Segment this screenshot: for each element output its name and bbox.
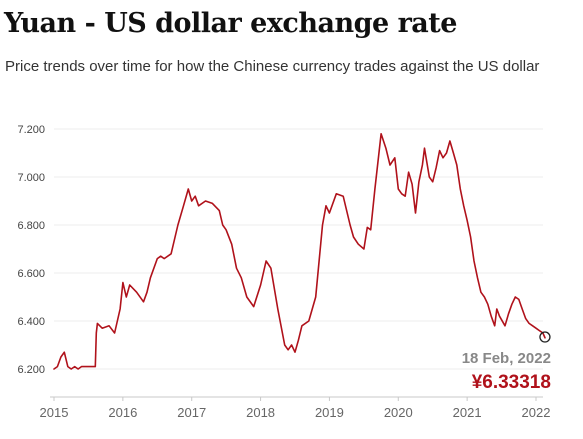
y-tick-label: 6.400 [17, 316, 45, 328]
page-subtitle: Price trends over time for how the Chine… [5, 58, 540, 75]
x-tick-label: 2019 [315, 405, 344, 420]
x-tick-label: 2018 [246, 405, 275, 420]
y-tick-label: 7.200 [17, 124, 45, 136]
y-tick-label: 6.600 [17, 268, 45, 280]
x-axis-ticks: 2015 2016 2017 2018 2019 2020 2021 2022 [40, 397, 551, 420]
page-title: Yuan - US dollar exchange rate [4, 8, 457, 39]
y-axis-ticks: 6.200 6.400 6.600 6.800 7.000 7.200 [17, 124, 45, 376]
y-tick-label: 6.200 [17, 364, 45, 376]
x-tick-label: 2022 [522, 405, 551, 420]
annotation-value: ¥6.33318 [472, 372, 551, 393]
y-tick-label: 7.000 [17, 172, 45, 184]
x-tick-label: 2015 [40, 405, 69, 420]
gridlines [54, 128, 543, 370]
annotation-date: 18 Feb, 2022 [462, 350, 551, 367]
x-tick-label: 2016 [108, 405, 137, 420]
latest-value-marker [539, 331, 551, 343]
y-tick-label: 6.800 [17, 220, 45, 232]
x-tick-label: 2020 [384, 405, 413, 420]
x-tick-label: 2021 [453, 405, 482, 420]
series-line-yuan-usd [53, 133, 546, 370]
x-tick-label: 2017 [177, 405, 206, 420]
